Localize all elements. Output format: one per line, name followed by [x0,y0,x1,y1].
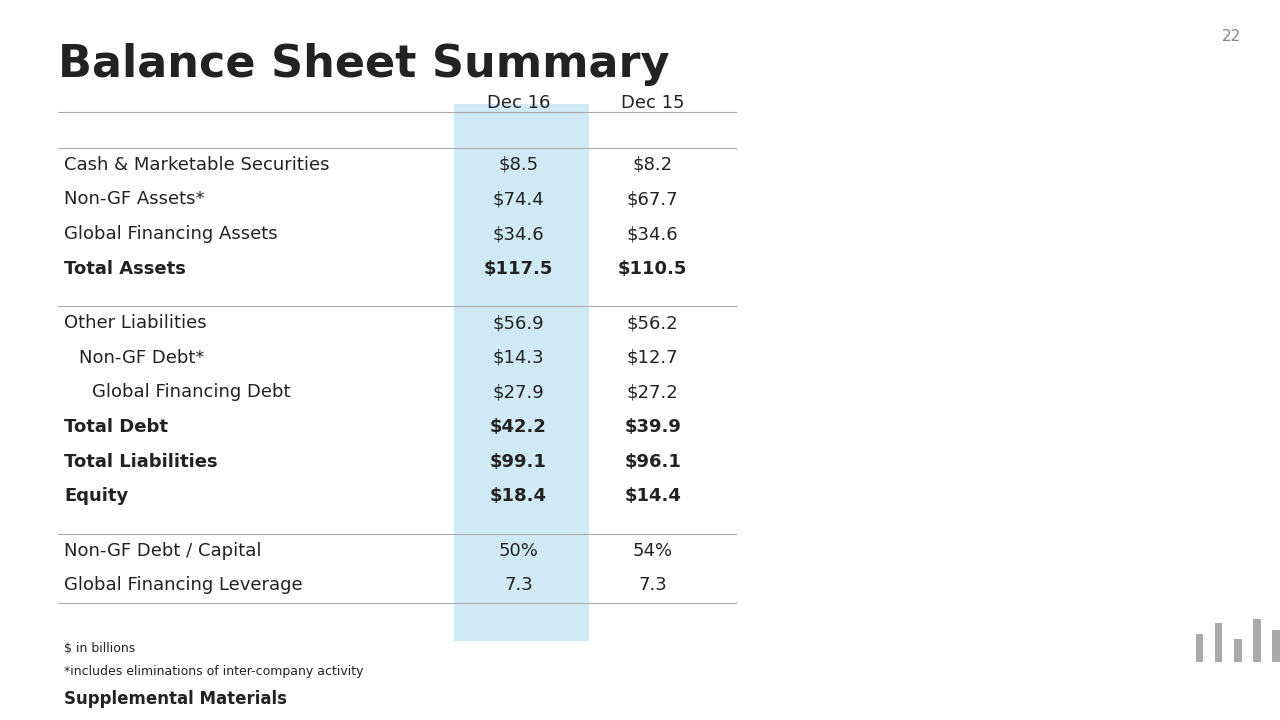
Text: $ in billions: $ in billions [64,642,136,655]
Text: $96.1: $96.1 [625,453,681,471]
Text: Global Financing Leverage: Global Financing Leverage [64,577,302,595]
Text: Total Debt: Total Debt [64,418,168,436]
Bar [1272,630,1280,662]
Text: $56.9: $56.9 [493,315,544,333]
Text: Dec 15: Dec 15 [621,94,685,112]
Text: $74.4: $74.4 [493,191,544,209]
Text: 7.3: 7.3 [504,577,532,595]
Text: $39.9: $39.9 [625,418,681,436]
Text: $27.9: $27.9 [493,384,544,402]
Text: Supplemental Materials: Supplemental Materials [64,690,287,708]
Bar [1253,619,1261,662]
Text: Total Liabilities: Total Liabilities [64,453,218,471]
Text: $34.6: $34.6 [627,225,678,243]
Text: Equity: Equity [64,487,128,505]
Text: $27.2: $27.2 [627,384,678,402]
Text: $117.5: $117.5 [484,260,553,278]
Text: Total Assets: Total Assets [64,260,186,278]
Text: *includes eliminations of inter-company activity: *includes eliminations of inter-company … [64,665,364,678]
Text: Dec 16: Dec 16 [486,94,550,112]
Text: $14.4: $14.4 [625,487,681,505]
Text: $14.3: $14.3 [493,349,544,367]
Text: $34.6: $34.6 [493,225,544,243]
Bar [1196,634,1203,662]
Bar [454,104,589,641]
Bar [1215,623,1222,662]
Text: $18.4: $18.4 [490,487,547,505]
Text: $12.7: $12.7 [627,349,678,367]
Text: $99.1: $99.1 [490,453,547,471]
Text: $8.5: $8.5 [498,156,539,174]
Text: Non-GF Debt*: Non-GF Debt* [79,349,205,367]
Text: $56.2: $56.2 [627,315,678,333]
Text: Global Financing Debt: Global Financing Debt [92,384,291,402]
Text: 54%: 54% [632,542,673,560]
Text: Cash & Marketable Securities: Cash & Marketable Securities [64,156,329,174]
Text: Global Financing Assets: Global Financing Assets [64,225,278,243]
Text: Other Liabilities: Other Liabilities [64,315,206,333]
Bar [1234,639,1242,662]
Text: 50%: 50% [498,542,539,560]
Text: $110.5: $110.5 [618,260,687,278]
Text: $42.2: $42.2 [490,418,547,436]
Text: $67.7: $67.7 [627,191,678,209]
Text: 7.3: 7.3 [639,577,667,595]
Text: $8.2: $8.2 [632,156,673,174]
Text: Non-GF Assets*: Non-GF Assets* [64,191,205,209]
Text: Non-GF Debt / Capital: Non-GF Debt / Capital [64,542,261,560]
Text: 22: 22 [1222,29,1242,44]
Text: Balance Sheet Summary: Balance Sheet Summary [58,43,669,86]
